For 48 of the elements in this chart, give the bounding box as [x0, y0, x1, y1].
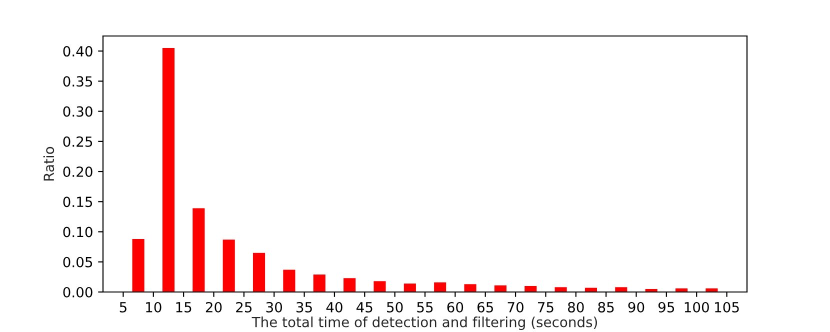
bar [615, 287, 628, 292]
y-tick-label: 0.10 [63, 226, 92, 238]
x-tick-label: 30 [266, 302, 282, 312]
bar [344, 278, 356, 292]
x-tick-label: 20 [206, 302, 222, 312]
bar [162, 48, 175, 292]
y-tick-label: 0.30 [63, 106, 92, 117]
bar [283, 270, 296, 292]
x-tick-label: 65 [477, 302, 493, 312]
x-tick-label: 100 [684, 302, 709, 312]
bar [132, 238, 144, 292]
y-axis-title: Ratio [43, 146, 54, 180]
x-tick-label: 50 [387, 302, 403, 312]
bar [252, 252, 266, 292]
bar [524, 286, 537, 292]
bar [494, 285, 506, 292]
bar [192, 208, 205, 292]
x-tick-label: 35 [296, 302, 312, 312]
x-axis-title: The total time of detection and filtering (seconds) [252, 316, 597, 330]
x-tick-label: 75 [538, 302, 554, 312]
bar [464, 284, 476, 292]
y-tick-label: 0.15 [63, 196, 92, 208]
y-tick-label: 0.05 [63, 256, 92, 268]
y-tick-label: 0.25 [63, 136, 92, 147]
bar [313, 274, 326, 292]
bar [374, 281, 386, 292]
x-tick-label: 60 [447, 302, 464, 312]
bar [222, 240, 235, 292]
x-tick-label: 80 [568, 302, 584, 312]
x-tick-label: 25 [236, 302, 252, 312]
bar [434, 282, 446, 292]
y-tick-label: 0.00 [63, 286, 92, 298]
x-tick-label: 5 [120, 302, 126, 312]
x-tick-label: 40 [326, 302, 342, 312]
x-tick-label: 10 [146, 302, 162, 312]
x-tick-label: 105 [715, 302, 739, 312]
x-tick-label: 45 [356, 302, 372, 312]
x-tick-label: 15 [176, 302, 192, 312]
bar [554, 287, 567, 292]
x-tick-label: 55 [417, 302, 433, 312]
y-tick-label: 0.20 [63, 166, 92, 178]
y-tick-label: 0.35 [63, 76, 92, 87]
bar [404, 284, 416, 292]
x-tick-label: 90 [628, 302, 644, 312]
y-tick-label: 0.40 [63, 46, 92, 57]
x-tick-label: 95 [658, 302, 674, 312]
x-tick-label: 70 [508, 302, 524, 312]
x-tick-label: 85 [598, 302, 614, 312]
